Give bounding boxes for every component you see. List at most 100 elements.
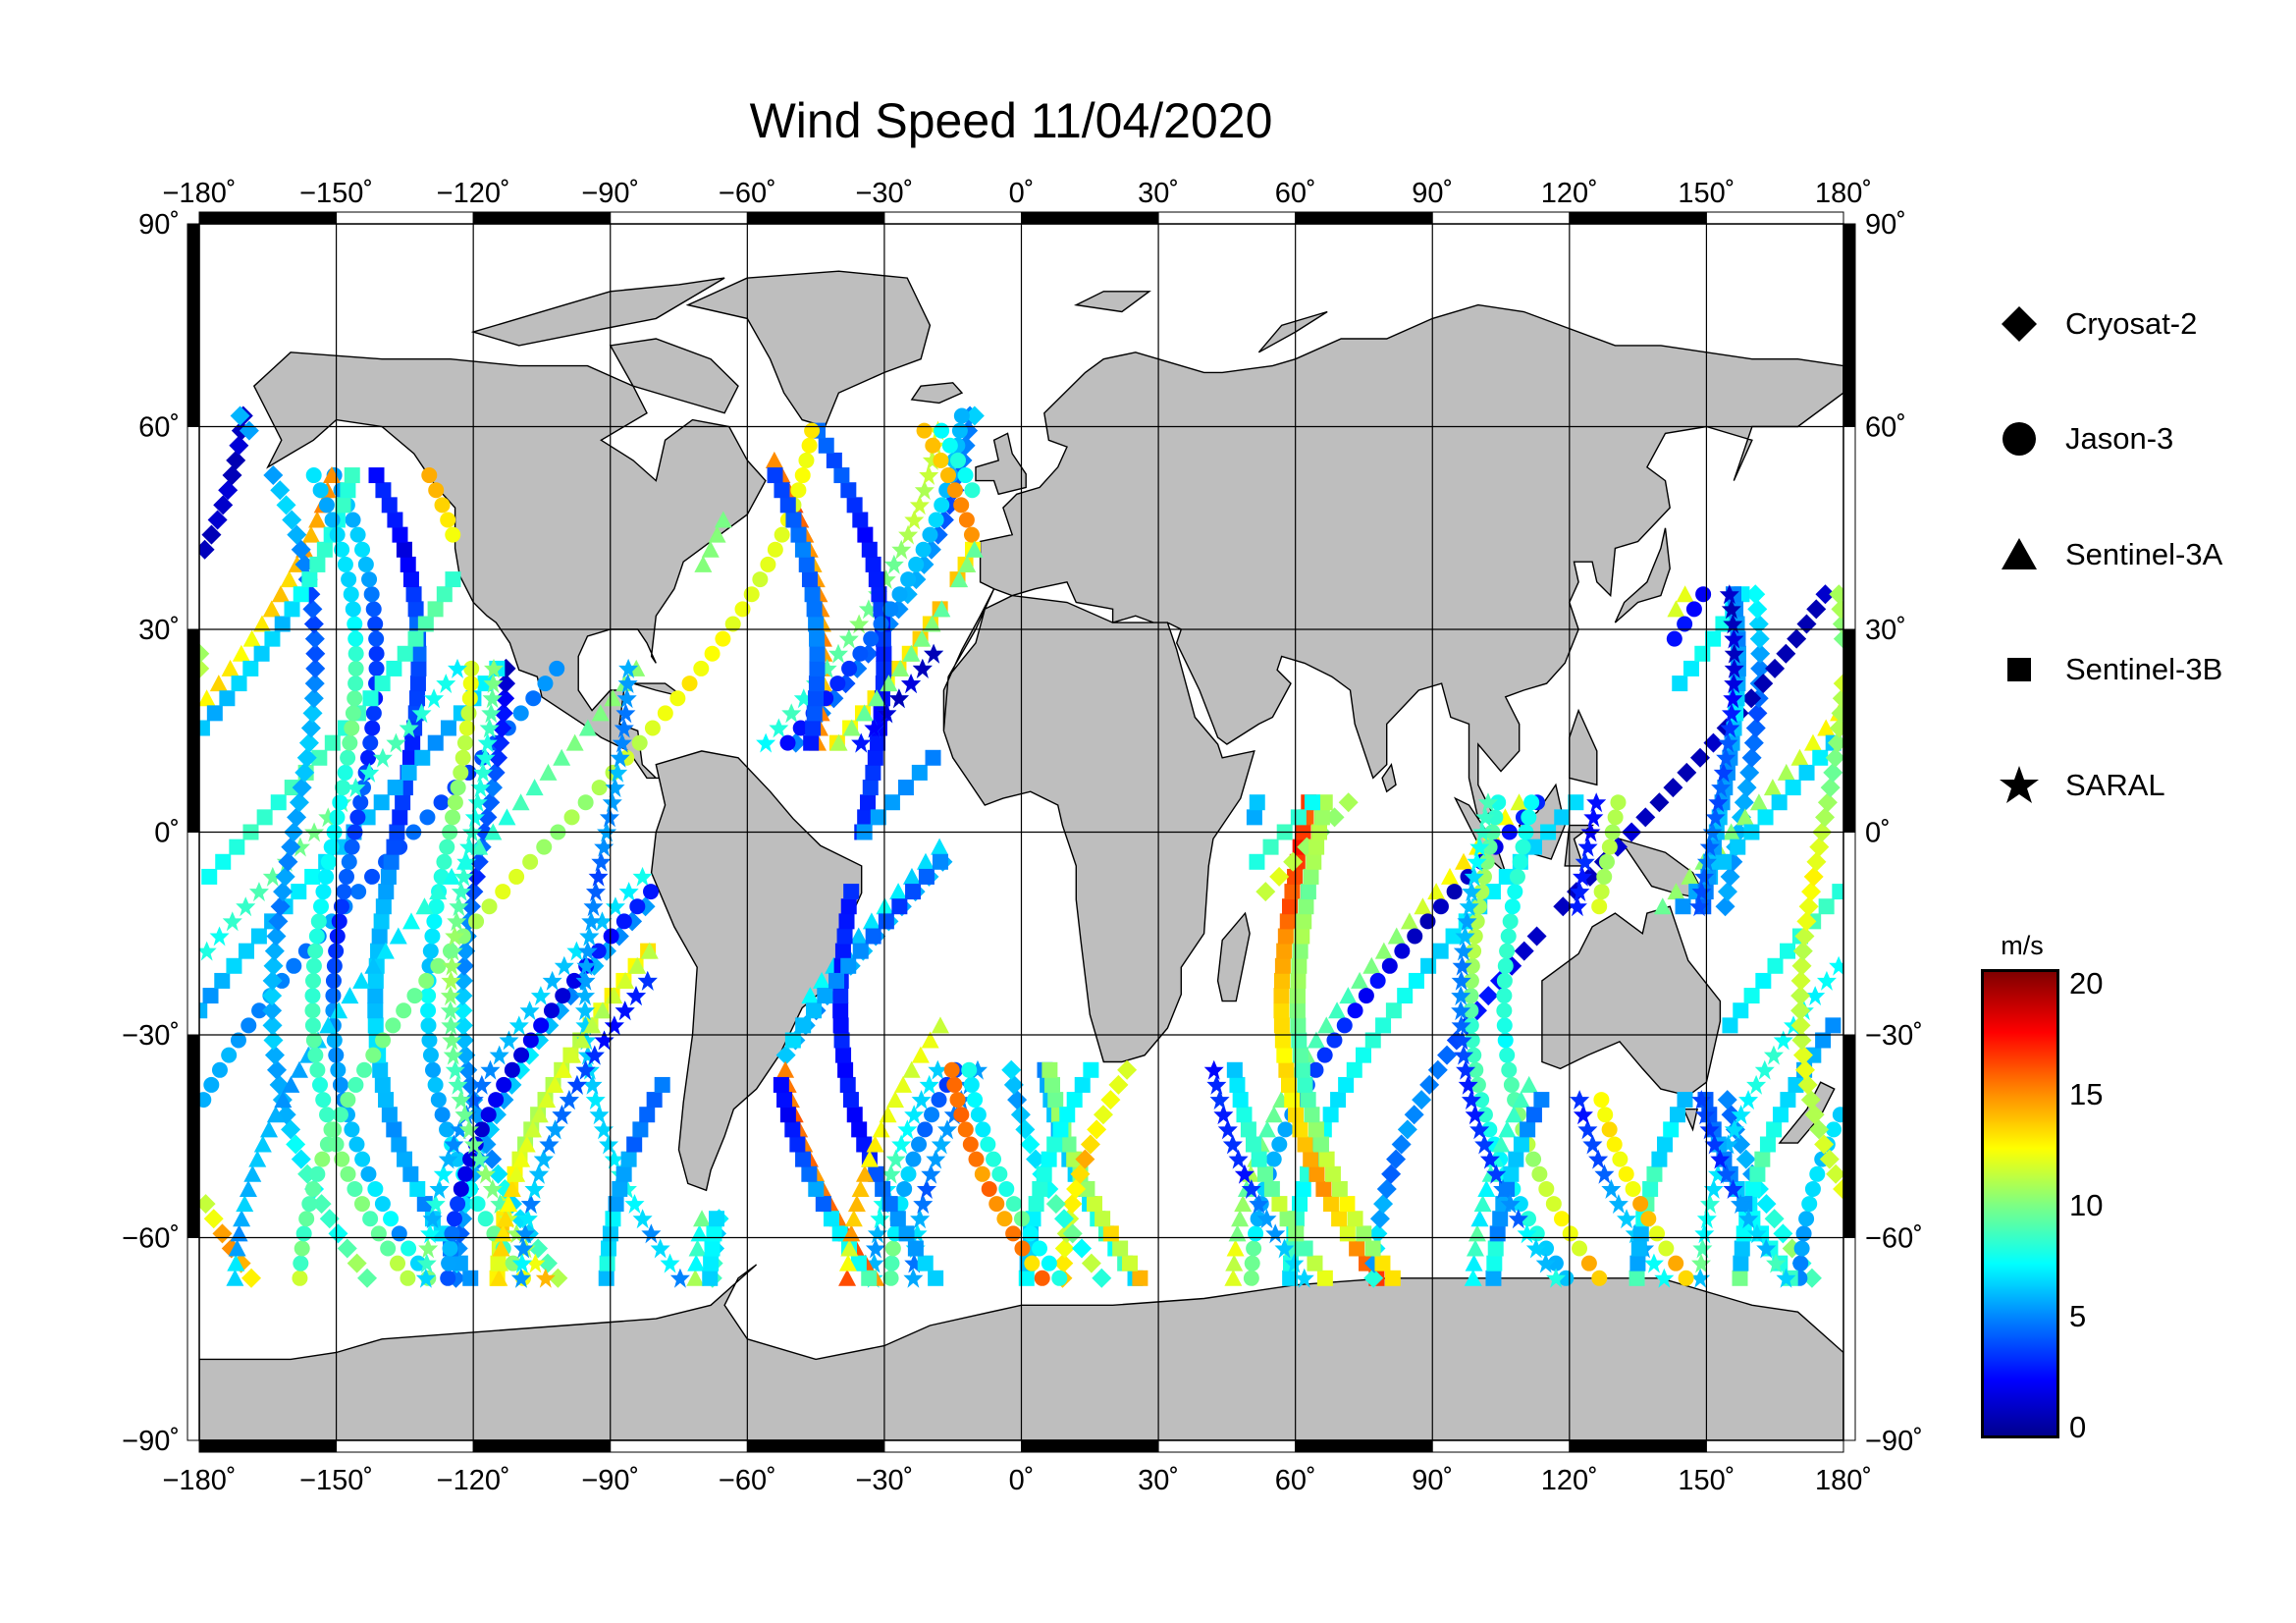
frame-segment [1842,1237,1856,1441]
track-mark [332,794,348,811]
track-mark [1062,1223,1083,1244]
track-mark [889,1211,906,1227]
track-mark [1722,1017,1738,1034]
track-mark [1517,1223,1537,1244]
track-mark [1469,1076,1486,1093]
track-mark [444,1134,464,1155]
track-mark [213,495,234,515]
track-mark [309,1061,326,1078]
track-mark [852,943,869,959]
track-mark [1685,601,1702,618]
track-mark [1385,1002,1402,1019]
track-mark [221,659,240,676]
track-mark [455,941,476,961]
track-mark [850,1255,867,1271]
track-mark [1591,898,1608,915]
track-mark [462,676,479,692]
track-mark [1823,762,1843,783]
track-mark [209,675,228,692]
track-mark [858,599,879,620]
track-mark [1520,1121,1536,1138]
track-mark [1451,970,1471,991]
track-mark [703,1255,720,1271]
track-mark [530,1106,549,1123]
track-mark [881,1196,898,1213]
track-mark [455,1045,476,1065]
track-mark [1825,747,1843,768]
track-mark [911,1046,930,1063]
track-mark [967,1092,984,1109]
track-mark [372,747,393,768]
track-mark [1059,1107,1076,1123]
track-mark [445,1059,465,1080]
track-mark [1289,988,1306,1004]
track-mark [1469,837,1490,857]
track-mark [1792,1045,1813,1065]
track-mark [199,1092,212,1109]
track-mark [1668,1255,1684,1271]
frame-segment [610,211,748,225]
track-mark [426,913,443,930]
track-mark [480,792,501,813]
track-mark [1512,1196,1528,1213]
track-mark [922,526,938,543]
track-mark [319,1016,338,1034]
track-mark [1716,1163,1736,1184]
track-mark [1432,898,1449,915]
track-mark [922,450,942,470]
track-mark [604,689,622,707]
track-mark [934,422,950,439]
track-mark [779,734,796,751]
track-mark [1347,1211,1363,1227]
track-mark [795,1017,812,1034]
track-mark [660,1253,680,1273]
track-mark [293,1255,309,1271]
track-mark [618,658,639,678]
track-mark [1014,1240,1031,1257]
track-mark [480,1107,497,1123]
track-mark [1295,1180,1311,1197]
track-mark [270,794,287,811]
track-mark [1724,674,1744,694]
track-mark [1720,866,1740,887]
track-mark [1498,1120,1517,1138]
track-mark [1635,807,1656,828]
track-mark [1279,913,1296,930]
track-mark [926,1149,946,1169]
track-mark [563,1046,582,1063]
track-mark [1234,1195,1253,1213]
track-mark [241,1268,262,1288]
track-mark [1525,1107,1542,1123]
longitude-tick-label: 30˚ [1138,178,1179,209]
track-mark [1695,1105,1716,1125]
track-mark [862,780,879,796]
track-mark [1765,658,1786,678]
latitude-tick-label: −30˚ [122,1020,180,1052]
track-mark [1373,1194,1394,1215]
track-mark [386,1121,402,1138]
track-mark [875,630,891,647]
track-mark [1273,1002,1290,1019]
track-mark [473,1121,490,1138]
track-mark [1108,1074,1129,1095]
track-mark [1735,1225,1752,1242]
track-mark [347,1076,364,1093]
track-mark [829,733,848,751]
track-mark [898,524,919,545]
track-mark [885,1149,906,1169]
track-mark [582,1074,603,1095]
track-mark [407,630,424,647]
track-mark [1276,943,1293,959]
track-mark [852,512,869,528]
track-mark [1290,809,1307,826]
track-mark [1716,853,1733,870]
track-mark [375,482,392,499]
track-mark [1826,1163,1843,1184]
track-mark [852,645,869,662]
track-mark [438,1149,458,1169]
track-mark [882,601,899,618]
track-mark [281,837,301,857]
track-mark [1228,1149,1249,1169]
track-mark [805,720,822,736]
